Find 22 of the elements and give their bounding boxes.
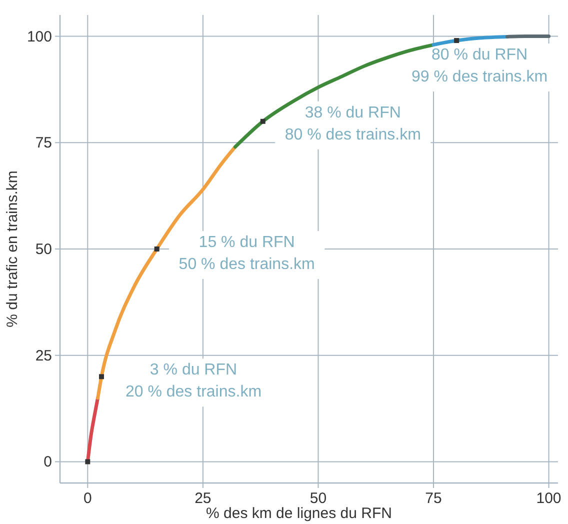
- line-series: [432, 34, 510, 47]
- point: [454, 38, 460, 44]
- y-tick-label: 75: [35, 134, 52, 152]
- point: [85, 459, 90, 464]
- x-axis-title: % des km de lignes du RFN: [206, 505, 392, 522]
- x-tick-label: 0: [83, 490, 92, 507]
- x-tick-label: 25: [194, 490, 212, 507]
- y-tick-label: 100: [26, 28, 52, 46]
- annotation: 15 % du RFN 50 % des trains.km: [178, 234, 315, 273]
- y-tick-label: 25: [35, 347, 52, 364]
- annotation: 38 % du RFN 80 % des trains.km: [284, 104, 421, 144]
- y-axis-title: % du trafic en trains.km: [4, 170, 21, 328]
- annotation: 80 % du RFN 99 % des trains.km: [412, 46, 548, 86]
- x-tick-label: 50: [310, 490, 327, 507]
- point: [260, 118, 266, 124]
- annotation: 3 % du RFN 20 % des trains.km: [125, 362, 262, 401]
- x-tick-label: 75: [425, 490, 442, 507]
- point: [99, 374, 104, 380]
- y-tick-label: 50: [35, 241, 52, 258]
- point: [154, 246, 160, 252]
- x-tick-label: 100: [536, 490, 562, 507]
- y-tick-label: 0: [44, 454, 52, 471]
